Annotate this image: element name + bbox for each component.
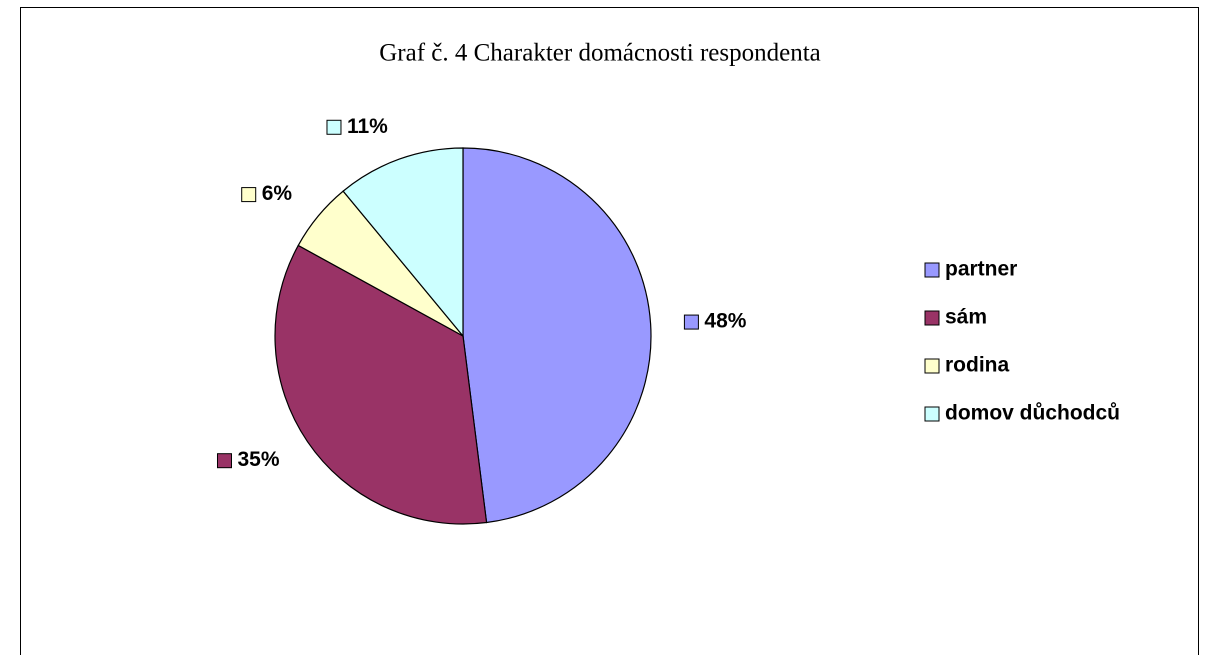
data-label: 11% [347,115,388,138]
legend-swatch [924,358,940,374]
legend-label: rodina [945,354,1009,377]
legend-swatch [924,310,940,326]
data-label: 6% [262,182,293,205]
chart-title: Graf č. 4 Charakter domácnosti responden… [379,40,821,67]
data-label: 35% [237,448,279,471]
legend-label: domov důchodců [945,402,1120,425]
legend-swatch [924,406,940,422]
pie-slice [274,244,488,525]
legend-label: partner [945,258,1017,281]
label-swatch [326,119,342,135]
legend-label: sám [945,306,987,329]
legend-swatch [924,262,940,278]
label-swatch [683,314,699,330]
pie-slice [342,147,464,338]
data-label: 48% [704,310,746,333]
pie-slice [462,147,652,524]
label-swatch [216,453,232,469]
label-swatch [241,187,257,203]
